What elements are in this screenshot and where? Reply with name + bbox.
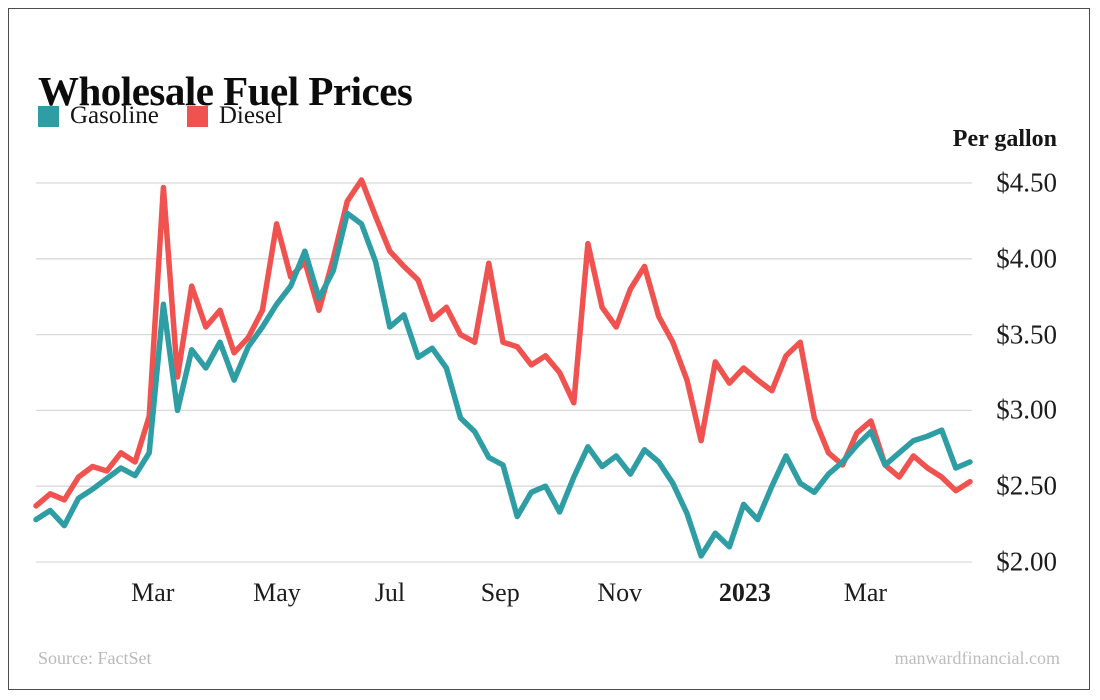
x-tick-label: May [253, 578, 301, 607]
y-tick-label: $4.50 [996, 167, 1057, 198]
x-tick-label: Nov [597, 578, 643, 607]
y-tick-label: $4.00 [996, 243, 1057, 274]
y-tick-label: $3.00 [996, 394, 1057, 425]
source-attribution: Source: FactSet [38, 648, 152, 668]
y-axis-unit-label: Per gallon [952, 126, 1057, 152]
legend-item-diesel: Diesel [186, 102, 283, 130]
legend-label-gasoline: Gasoline [70, 102, 159, 129]
legend: Gasoline Diesel [38, 102, 283, 130]
x-tick-label: Sep [480, 578, 520, 607]
diesel-price-line [33, 177, 973, 509]
x-tick-label: Jul [374, 578, 406, 607]
legend-item-gasoline: Gasoline [38, 102, 159, 130]
x-tick-label: 2023 [718, 578, 771, 607]
x-tick-label: Mar [843, 578, 888, 607]
series-lines [33, 177, 973, 559]
y-tick-label: $2.50 [996, 470, 1057, 501]
site-attribution: manwardfinancial.com [894, 648, 1060, 668]
y-tick-label: $3.50 [996, 319, 1057, 350]
x-tick-label: Mar [131, 578, 175, 607]
y-tick-label: $2.00 [996, 546, 1057, 577]
page-title: Wholesale Fuel Prices [38, 68, 413, 115]
diesel-swatch-icon [186, 105, 208, 127]
gasoline-swatch-icon [38, 105, 59, 127]
gasoline-price-line [33, 210, 973, 559]
legend-label-diesel: Diesel [218, 102, 283, 129]
